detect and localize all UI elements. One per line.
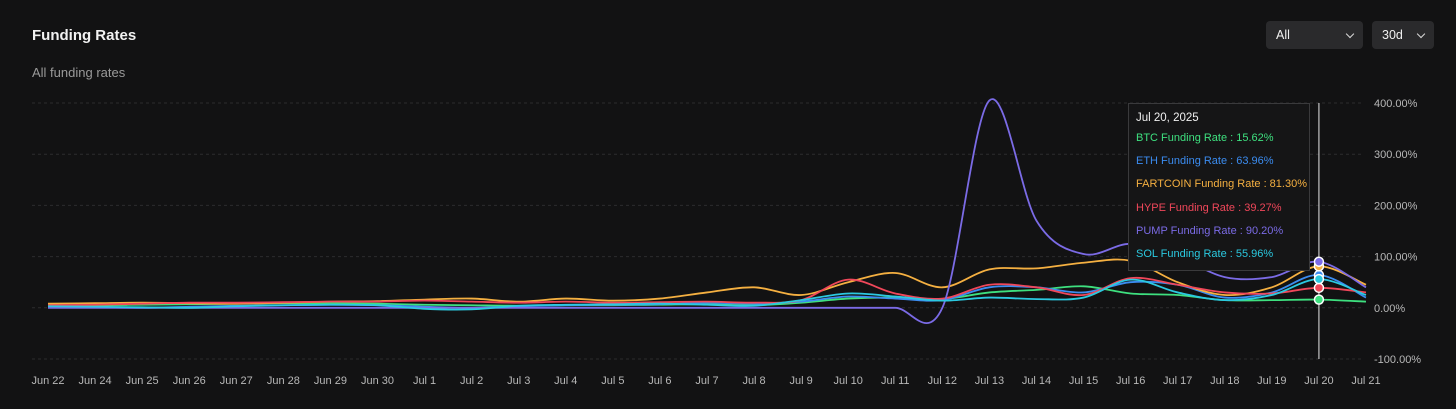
x-tick-label: Jul 7: [695, 375, 718, 387]
x-tick-label: Jul 17: [1163, 375, 1192, 387]
x-tick-label: Jul 12: [928, 375, 957, 387]
x-tick-label: Jul 5: [601, 375, 624, 387]
range-select-value: 30d: [1382, 28, 1403, 42]
asset-select-value: All: [1276, 28, 1290, 42]
x-tick-label: Jul 13: [975, 375, 1004, 387]
x-tick-label: Jul 9: [790, 375, 813, 387]
x-tick-label: Jul 2: [460, 375, 483, 387]
x-tick-label: Jun 29: [314, 375, 347, 387]
x-tick-label: Jun 24: [79, 375, 112, 387]
series-line-hype: [47, 276, 1367, 307]
y-tick-label: 200.00%: [1374, 200, 1418, 212]
tooltip-row: FARTCOIN Funding Rate : 81.30%: [1136, 178, 1307, 191]
x-tick-label: Jul 3: [507, 375, 530, 387]
x-tick-label: Jul 21: [1351, 375, 1380, 387]
asset-select[interactable]: All: [1266, 21, 1363, 49]
x-tick-label: Jul 4: [554, 375, 577, 387]
tooltip-row: ETH Funding Rate : 63.96%: [1136, 155, 1274, 168]
x-tick-label: Jun 28: [267, 375, 300, 387]
hover-point: [1313, 282, 1325, 294]
x-tick-label: Jul 16: [1116, 375, 1145, 387]
y-tick-label: 0.00%: [1374, 303, 1405, 315]
panel-title: Funding Rates: [32, 27, 137, 44]
x-tick-label: Jun 27: [220, 375, 253, 387]
x-tick-label: Jul 6: [648, 375, 671, 387]
x-tick-label: Jul 11: [881, 375, 910, 387]
tooltip-row: PUMP Funding Rate : 90.20%: [1136, 224, 1284, 237]
tooltip-row: SOL Funding Rate : 55.96%: [1136, 247, 1274, 260]
range-select[interactable]: 30d: [1372, 21, 1434, 49]
x-tick-label: Jul 18: [1210, 375, 1239, 387]
y-tick-label: 400.00%: [1374, 98, 1418, 110]
x-tick-label: Jun 25: [126, 375, 159, 387]
y-tick-label: 300.00%: [1374, 149, 1418, 161]
x-tick-label: Jul 15: [1069, 375, 1098, 387]
y-tick-label: 100.00%: [1374, 252, 1418, 264]
hover-point: [1313, 273, 1325, 285]
series-line-sol: [47, 278, 1367, 311]
x-tick-label: Jul 8: [742, 375, 765, 387]
x-tick-label: Jul 10: [834, 375, 863, 387]
panel-subtitle: All funding rates: [32, 65, 126, 80]
tooltip-date: Jul 20, 2025: [1136, 112, 1199, 124]
tooltip-row: HYPE Funding Rate : 39.27%: [1136, 201, 1282, 214]
x-tick-label: Jun 30: [361, 375, 394, 387]
x-tick-label: Jun 26: [173, 375, 206, 387]
x-tick-label: Jun 22: [31, 375, 64, 387]
hover-point: [1313, 256, 1325, 267]
y-tick-label: -100.00%: [1374, 354, 1421, 366]
x-tick-label: Jul 20: [1304, 375, 1333, 387]
x-tick-label: Jul 14: [1022, 375, 1051, 387]
x-tick-label: Jul 1: [413, 375, 436, 387]
tooltip-row: BTC Funding Rate : 15.62%: [1136, 132, 1274, 144]
chart-tooltip: Jul 20, 2025 BTC Funding Rate : 15.62% ET…: [1128, 103, 1310, 271]
x-tick-label: Jul 19: [1257, 375, 1286, 387]
hover-point: [1313, 294, 1325, 305]
tooltip-rows: BTC Funding Rate : 15.62% ETH Funding Rat…: [1136, 132, 1307, 271]
